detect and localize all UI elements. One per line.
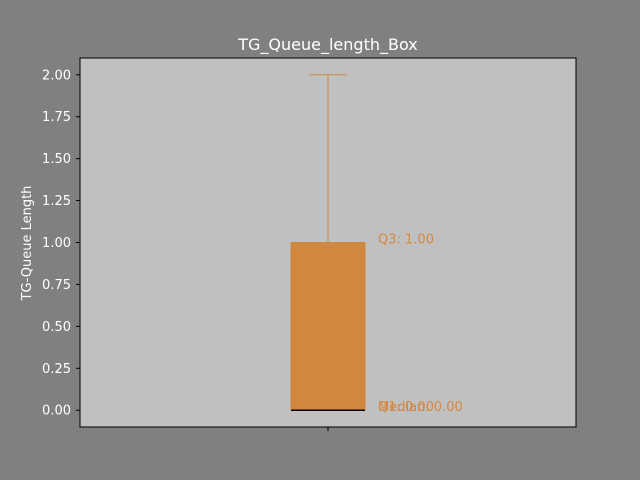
y-tick-label: 1.00 <box>42 236 71 251</box>
y-tick-label: 0.00 <box>42 404 71 419</box>
box-iqr <box>290 242 366 411</box>
y-tick-label: 1.50 <box>42 152 71 167</box>
y-axis: 0.00 0.25 0.50 0.75 1.00 1.25 1.50 1.75 2.00 <box>42 68 80 419</box>
chart-title: TG_Queue_length_Box <box>237 35 417 55</box>
boxplot <box>290 74 366 411</box>
y-tick-label: 0.25 <box>42 362 71 377</box>
q3-annotation: Q3: 1.00 <box>378 233 434 248</box>
y-tick-label: 0.75 <box>42 278 71 293</box>
y-tick-label: 0.50 <box>42 320 71 335</box>
q1-annotation: Q1: 0.00 <box>378 400 434 415</box>
y-tick-label: 1.75 <box>42 110 71 125</box>
y-tick-label: 2.00 <box>42 68 71 83</box>
y-tick-label: 1.25 <box>42 194 71 209</box>
y-axis-label: TG-Queue Length <box>20 186 35 302</box>
median-annotation: Median: 0.00 <box>378 400 463 415</box>
